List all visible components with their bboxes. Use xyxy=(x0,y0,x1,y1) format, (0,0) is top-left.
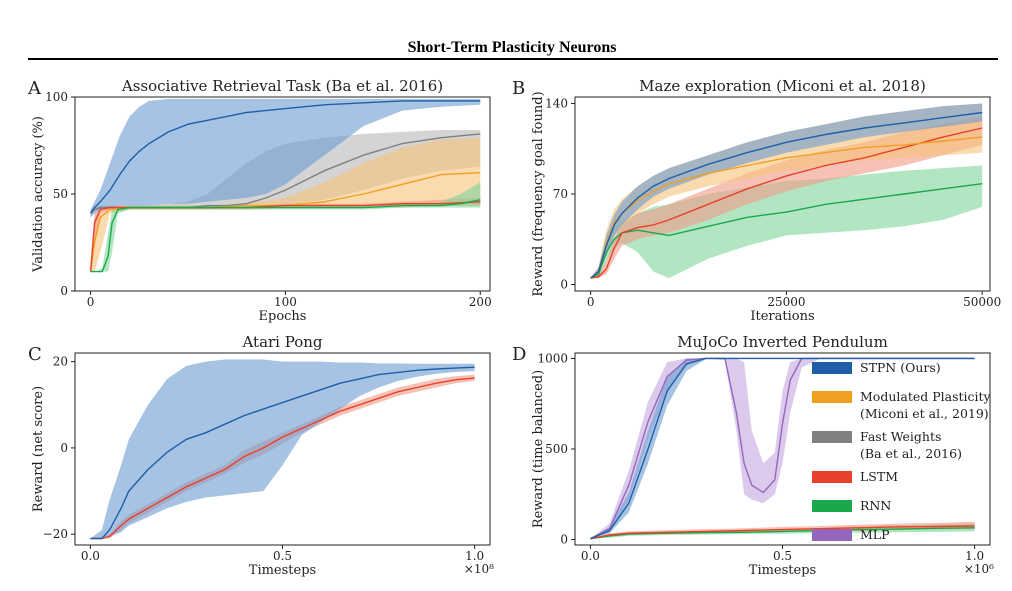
legend: STPN (Ours) Modulated Plasticity (Miconi e… xyxy=(812,360,992,542)
legend-label: MLP xyxy=(860,527,890,542)
legend-swatch xyxy=(812,391,852,403)
y-tick-label: 140 xyxy=(545,96,568,110)
legend-label: STPN (Ours) xyxy=(860,360,941,375)
y-tick-label: 1000 xyxy=(537,351,568,365)
x-axis-label: Timesteps xyxy=(749,563,816,578)
panel-d: D MuJoCo Inverted Pendulum 0.0 0.5 1.0 0 500 10… xyxy=(512,333,994,578)
plot-area xyxy=(89,98,481,273)
series-line-stpn xyxy=(590,357,975,540)
panel-title: Maze exploration (Miconi et al. 2018) xyxy=(639,77,926,95)
y-tick-label: 0 xyxy=(60,284,68,298)
panel-b: B Maze exploration (Miconi et al. 2018) 0 2… xyxy=(512,77,1001,324)
y-tick-label: −20 xyxy=(43,527,68,541)
legend-item-fastweights: Fast Weights (Ba et al., 2016) xyxy=(812,429,962,461)
y-tick-label: 0 xyxy=(560,533,568,547)
y-tick-label: 500 xyxy=(545,442,568,456)
series-band-stpn xyxy=(90,98,481,218)
series-line-lstm xyxy=(90,377,475,540)
series-line-stpn xyxy=(590,111,983,279)
plot-area xyxy=(590,103,983,279)
x-axis-label: Iterations xyxy=(750,309,814,324)
legend-item-stpn: STPN (Ours) xyxy=(812,360,941,375)
panel-letter: C xyxy=(28,344,42,365)
legend-item-modulated: Modulated Plasticity (Miconi et al., 2019… xyxy=(812,389,992,421)
legend-label: (Miconi et al., 2019) xyxy=(860,406,989,421)
y-axis-label: Reward (time balanced) xyxy=(531,370,546,528)
series-line-modulated xyxy=(89,172,481,272)
y-tick-label: 20 xyxy=(53,355,68,369)
panel-a: A Associative Retrieval Task (Ba et al. 2… xyxy=(27,77,492,324)
panel-c: C Atari Pong 0.0 0.5 1.0 −20 0 20 Timesteps Rewar… xyxy=(28,333,494,578)
series-line-rnn xyxy=(590,527,975,540)
y-axis-label: Reward (net score) xyxy=(31,386,46,512)
series-line-lstm xyxy=(590,127,983,279)
legend-swatch xyxy=(812,362,852,374)
series-band-mlp xyxy=(590,358,975,539)
legend-label: LSTM xyxy=(860,469,898,484)
panel-letter: B xyxy=(512,78,525,99)
plot-area xyxy=(590,357,975,540)
x-axis-multiplier: ×10⁸ xyxy=(464,562,494,576)
series-band-stpn xyxy=(90,359,475,539)
x-tick-label: 0 xyxy=(87,295,95,309)
figure-title: Short-Term Plasticity Neurons xyxy=(408,39,617,56)
y-axis-label: Validation accuracy (%) xyxy=(31,116,46,273)
y-tick-label: 0 xyxy=(60,441,68,455)
legend-item-lstm: LSTM xyxy=(812,469,898,484)
legend-swatch xyxy=(812,471,852,483)
x-tick-label: 100 xyxy=(274,295,297,309)
series-line-rnn xyxy=(590,183,983,279)
series-line-stpn xyxy=(90,100,481,214)
plot-area xyxy=(90,359,475,540)
y-tick-label: 70 xyxy=(553,187,568,201)
panel-letter: D xyxy=(512,344,526,365)
panel-title: Atari Pong xyxy=(241,333,322,351)
series-band-rnn xyxy=(590,165,983,279)
x-tick-label: 25000 xyxy=(767,295,805,309)
panel-title: Associative Retrieval Task (Ba et al. 20… xyxy=(121,77,443,95)
series-line-stpn xyxy=(90,366,475,540)
series-line-rnn xyxy=(90,199,481,273)
legend-label: Fast Weights xyxy=(860,429,941,444)
x-axis-multiplier: ×10⁶ xyxy=(964,562,994,576)
series-band-stpn xyxy=(590,103,983,279)
x-tick-label: 1.0 xyxy=(465,549,484,563)
panel-letter: A xyxy=(27,78,42,99)
y-axis-label: Reward (frequency goal found) xyxy=(531,91,546,296)
x-tick-label: 0.5 xyxy=(773,549,792,563)
legend-swatch xyxy=(812,529,852,541)
series-line-lstm xyxy=(89,201,481,272)
legend-swatch xyxy=(812,500,852,512)
x-tick-label: 0.0 xyxy=(81,549,100,563)
x-axis-label: Timesteps xyxy=(249,563,316,578)
y-tick-label: 100 xyxy=(45,90,68,104)
x-axis-label: Epochs xyxy=(259,309,307,324)
series-line-lstm xyxy=(590,525,975,540)
x-tick-label: 0.0 xyxy=(581,549,600,563)
x-tick-label: 200 xyxy=(469,295,492,309)
legend-swatch xyxy=(812,431,852,443)
y-tick-label: 0 xyxy=(560,278,568,292)
panels: A Associative Retrieval Task (Ba et al. 2… xyxy=(27,77,1001,578)
x-tick-label: 1.0 xyxy=(965,549,984,563)
x-tick-label: 0.5 xyxy=(273,549,292,563)
legend-label: Modulated Plasticity xyxy=(860,389,992,404)
legend-label: (Ba et al., 2016) xyxy=(860,446,962,461)
legend-item-mlp: MLP xyxy=(812,527,890,542)
legend-item-rnn: RNN xyxy=(812,498,891,513)
x-tick-label: 0 xyxy=(587,295,595,309)
series-line-modulated xyxy=(590,136,983,279)
x-tick-label: 50000 xyxy=(963,295,1001,309)
panel-title: MuJoCo Inverted Pendulum xyxy=(677,333,888,351)
legend-label: RNN xyxy=(860,498,891,513)
y-tick-label: 50 xyxy=(53,187,68,201)
series-band-modulated xyxy=(590,103,983,279)
